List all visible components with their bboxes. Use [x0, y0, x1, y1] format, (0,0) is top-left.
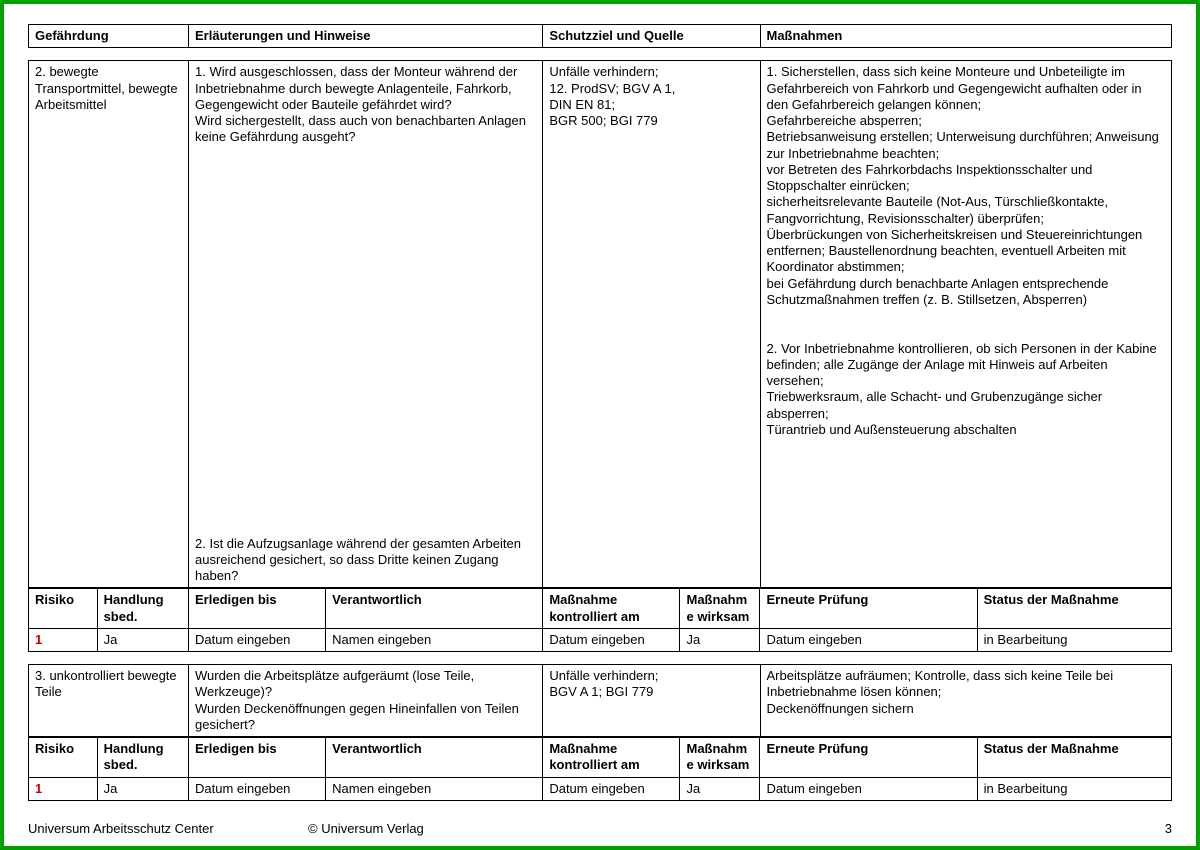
block2-handlung: Ja: [97, 777, 188, 800]
sub-col-erledigen: Erledigen bis: [189, 738, 326, 778]
col-gefaehrdung: Gefährdung: [29, 25, 189, 48]
sub-col-status: Status der Maßnahme: [977, 589, 1171, 629]
block2-verantwortlich[interactable]: Namen eingeben: [326, 777, 543, 800]
block1-erlaeuterungen: 1. Wird ausgeschlossen, dass der Monteur…: [189, 61, 543, 588]
sub-col-verantwortlich: Verantwortlich: [326, 589, 543, 629]
col-schutzziel: Schutzziel und Quelle: [543, 25, 760, 48]
block2-schutzziel: Unfälle verhindern;BGV A 1; BGI 779: [543, 665, 760, 737]
sub-col-handlung: Handlung sbed.: [97, 738, 188, 778]
block2-erlaeuterungen: Wurden die Arbeitsplätze aufgeräumt (los…: [189, 665, 543, 737]
block2-gefaehrdung: 3. unkontrolliert bewegte Teile: [29, 665, 189, 737]
block2-erledigen[interactable]: Datum eingeben: [189, 777, 326, 800]
block1-verantwortlich[interactable]: Namen eingeben: [326, 628, 543, 651]
block1-sub-row: 1 Ja Datum eingeben Namen eingeben Datum…: [29, 628, 1172, 651]
block1-gefaehrdung: 2. bewegte Transportmittel, bewegte Arbe…: [29, 61, 189, 588]
col-massnahmen: Maßnahmen: [760, 25, 1172, 48]
block1-main-table: 2. bewegte Transportmittel, bewegte Arbe…: [28, 60, 1172, 588]
block2-status: in Bearbeitung: [977, 777, 1171, 800]
sub-col-pruefung: Erneute Prüfung: [760, 589, 977, 629]
block2-main-row: 3. unkontrolliert bewegte Teile Wurden d…: [29, 665, 1172, 737]
main-header-table: Gefährdung Erläuterungen und Hinweise Sc…: [28, 24, 1172, 48]
page-frame: Gefährdung Erläuterungen und Hinweise Sc…: [0, 0, 1200, 850]
block2-sub-table: Risiko Handlung sbed. Erledigen bis Vera…: [28, 737, 1172, 801]
sub-col-risiko: Risiko: [29, 738, 98, 778]
sub-col-erledigen: Erledigen bis: [189, 589, 326, 629]
block1-sub-header: Risiko Handlung sbed. Erledigen bis Vera…: [29, 589, 1172, 629]
footer-page: 3: [1132, 821, 1172, 836]
main-header-row: Gefährdung Erläuterungen und Hinweise Sc…: [29, 25, 1172, 48]
sub-col-risiko: Risiko: [29, 589, 98, 629]
sub-col-verantwortlich: Verantwortlich: [326, 738, 543, 778]
block1-massnahmen: 1. Sicherstellen, dass sich keine Monteu…: [760, 61, 1172, 588]
block2-risiko: 1: [29, 777, 98, 800]
block2-sub-row: 1 Ja Datum eingeben Namen eingeben Datum…: [29, 777, 1172, 800]
block1-kontrolliert[interactable]: Datum eingeben: [543, 628, 680, 651]
block1-handlung: Ja: [97, 628, 188, 651]
block1-pruefung[interactable]: Datum eingeben: [760, 628, 977, 651]
block1-schutzziel: Unfälle verhindern;12. ProdSV; BGV A 1,D…: [543, 61, 760, 588]
sub-col-wirksam: Maßnahme wirksam: [680, 589, 760, 629]
block2-massnahmen: Arbeitsplätze aufräumen; Kontrolle, dass…: [760, 665, 1172, 737]
block2-pruefung[interactable]: Datum eingeben: [760, 777, 977, 800]
block1-wirksam: Ja: [680, 628, 760, 651]
block2-main-table: 3. unkontrolliert bewegte Teile Wurden d…: [28, 664, 1172, 737]
sub-col-kontrolliert: Maßnahme kontrolliert am: [543, 589, 680, 629]
sub-col-wirksam: Maßnahme wirksam: [680, 738, 760, 778]
block1-risiko: 1: [29, 628, 98, 651]
spacer: [28, 48, 1172, 60]
block1-status: in Bearbeitung: [977, 628, 1171, 651]
page-footer: Universum Arbeitsschutz Center © Univers…: [28, 821, 1172, 836]
col-erlaeuterungen: Erläuterungen und Hinweise: [189, 25, 543, 48]
block1-main-row: 2. bewegte Transportmittel, bewegte Arbe…: [29, 61, 1172, 588]
block2-sub-header: Risiko Handlung sbed. Erledigen bis Vera…: [29, 738, 1172, 778]
block1-sub-table: Risiko Handlung sbed. Erledigen bis Vera…: [28, 588, 1172, 652]
block2-kontrolliert[interactable]: Datum eingeben: [543, 777, 680, 800]
footer-left: Universum Arbeitsschutz Center: [28, 821, 308, 836]
spacer: [28, 652, 1172, 664]
sub-col-kontrolliert: Maßnahme kontrolliert am: [543, 738, 680, 778]
footer-mid: © Universum Verlag: [308, 821, 1132, 836]
sub-col-pruefung: Erneute Prüfung: [760, 738, 977, 778]
block1-erledigen[interactable]: Datum eingeben: [189, 628, 326, 651]
sub-col-handlung: Handlung sbed.: [97, 589, 188, 629]
block2-wirksam: Ja: [680, 777, 760, 800]
sub-col-status: Status der Maßnahme: [977, 738, 1171, 778]
